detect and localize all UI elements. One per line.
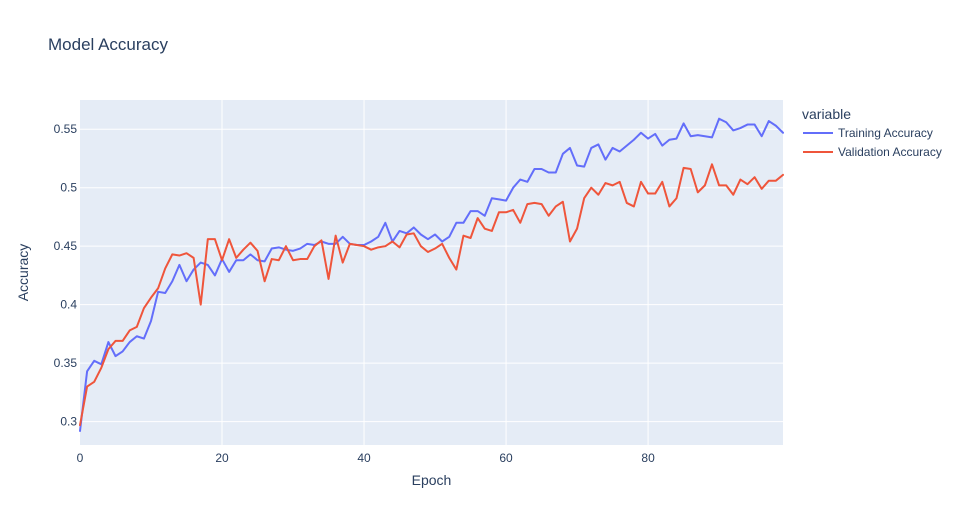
grid-lines — [80, 100, 783, 445]
x-tick-label: 80 — [641, 451, 655, 465]
y-axis-label: Accuracy — [15, 244, 31, 302]
plot-background — [80, 100, 783, 445]
legend-item-validation[interactable]: Validation Accuracy — [803, 145, 942, 159]
y-tick-label: 0.5 — [60, 181, 77, 195]
y-tick-label: 0.45 — [54, 239, 78, 253]
chart-title: Model Accuracy — [48, 35, 168, 54]
x-tick-label: 20 — [215, 451, 229, 465]
x-tick-label: 40 — [357, 451, 371, 465]
series-lines — [79, 117, 784, 432]
x-axis-label: Epoch — [412, 472, 452, 488]
y-tick-label: 0.55 — [54, 122, 78, 136]
series-line-validation-accuracy[interactable] — [79, 163, 784, 427]
legend-label-training: Training Accuracy — [838, 126, 933, 140]
y-tick-label: 0.35 — [54, 356, 78, 370]
legend-item-training[interactable]: Training Accuracy — [803, 126, 933, 140]
y-tick-label: 0.3 — [60, 415, 77, 429]
series-line-training-accuracy[interactable] — [79, 117, 784, 432]
x-tick-labels: 0 20 40 60 80 — [77, 451, 655, 465]
legend-label-validation: Validation Accuracy — [838, 145, 942, 159]
x-tick-label: 0 — [77, 451, 84, 465]
y-tick-labels: 0.3 0.35 0.4 0.45 0.5 0.55 — [54, 122, 78, 428]
y-tick-label: 0.4 — [60, 298, 77, 312]
x-tick-label: 60 — [499, 451, 513, 465]
legend[interactable]: variable Training Accuracy Validation Ac… — [802, 106, 942, 159]
legend-title: variable — [802, 106, 851, 122]
